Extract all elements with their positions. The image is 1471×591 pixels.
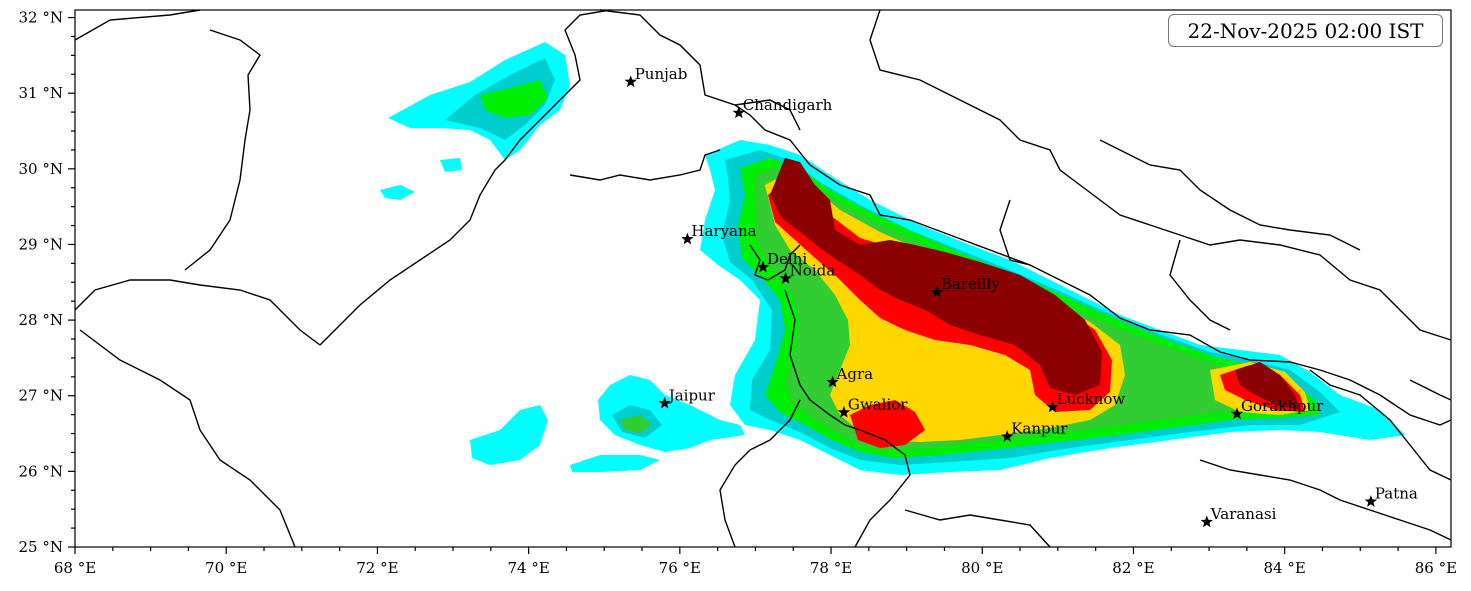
lon-tick-label: 72 °E bbox=[356, 559, 398, 577]
lat-tick-label: 32 °N bbox=[19, 9, 63, 27]
precip-small-1 bbox=[380, 185, 415, 200]
city-label: Punjab bbox=[635, 65, 688, 83]
timestamp-label: 22-Nov-2025 02:00 IST bbox=[1168, 14, 1443, 47]
city-label: Patna bbox=[1375, 485, 1418, 503]
lon-tick-label: 82 °E bbox=[1112, 559, 1154, 577]
precip-gwalior-red bbox=[850, 400, 925, 448]
city-label: Gwalior bbox=[848, 395, 908, 413]
city-label: Kanpur bbox=[1011, 420, 1068, 438]
city-star-icon bbox=[837, 405, 851, 418]
precip-nw-green bbox=[480, 80, 548, 118]
city-label: Bareilly bbox=[941, 275, 1000, 293]
lon-tick-label: 74 °E bbox=[507, 559, 549, 577]
precip-south-cyan bbox=[570, 455, 660, 472]
city-label: Lucknow bbox=[1057, 390, 1126, 408]
lon-tick-label: 68 °E bbox=[54, 559, 96, 577]
city-label: Varanasi bbox=[1210, 505, 1277, 523]
city-star-icon bbox=[1046, 400, 1059, 413]
plot-frame bbox=[74, 9, 1452, 548]
city-label: Haryana bbox=[691, 222, 756, 240]
city-label: Gorakhpur bbox=[1241, 397, 1324, 415]
city-label: Jaipur bbox=[667, 386, 716, 404]
city-star-icon bbox=[826, 375, 839, 388]
city-label: Noida bbox=[790, 262, 836, 280]
precip-small-2 bbox=[440, 158, 462, 172]
city-star-icon bbox=[756, 260, 770, 273]
city-star-icon bbox=[779, 272, 792, 284]
lon-tick-label: 84 °E bbox=[1264, 559, 1306, 577]
city-label: Agra bbox=[836, 365, 874, 383]
lat-tick-label: 28 °N bbox=[19, 311, 63, 329]
lat-tick-label: 26 °N bbox=[19, 462, 63, 480]
lat-tick-label: 25 °N bbox=[19, 538, 63, 556]
city-star-icon bbox=[732, 106, 745, 119]
city-star-icon bbox=[658, 396, 671, 409]
lat-tick-label: 27 °N bbox=[19, 387, 63, 405]
lon-tick-label: 80 °E bbox=[961, 559, 1003, 577]
state-boundaries bbox=[74, 9, 1452, 548]
latitude-ticks: 25 °N 26 °N 27 °N 28 °N 29 °N 30 °N 31 °N 32 °N bbox=[19, 9, 75, 556]
city-star-icon bbox=[1001, 430, 1014, 442]
city-star-icon bbox=[1364, 495, 1377, 507]
lat-tick-label: 29 °N bbox=[19, 235, 63, 253]
city-star-icon bbox=[930, 285, 944, 298]
precip-jaipur-green bbox=[620, 415, 652, 433]
city-star-icon bbox=[1200, 515, 1213, 528]
precip-main-darkred bbox=[770, 158, 1102, 395]
city-label: Delhi bbox=[767, 250, 807, 268]
lon-tick-label: 78 °E bbox=[810, 559, 852, 577]
lat-tick-label: 31 °N bbox=[19, 84, 63, 102]
lon-tick-label: 86 °E bbox=[1415, 559, 1457, 577]
lon-tick-label: 70 °E bbox=[205, 559, 247, 577]
lon-tick-label: 76 °E bbox=[659, 559, 701, 577]
city-star-icon bbox=[624, 75, 637, 88]
lat-tick-label: 30 °N bbox=[19, 160, 63, 178]
city-label: Chandigarh bbox=[743, 96, 833, 114]
longitude-ticks: 68 °E 70 °E 72 °E 74 °E 76 °E 78 °E 80 °E 82 °E… bbox=[54, 547, 1457, 577]
precip-west-cyan bbox=[470, 405, 548, 465]
precip-gorakhpur-darkred bbox=[1235, 362, 1300, 410]
city-star-icon bbox=[681, 232, 694, 245]
city-star-icon bbox=[1230, 407, 1244, 420]
